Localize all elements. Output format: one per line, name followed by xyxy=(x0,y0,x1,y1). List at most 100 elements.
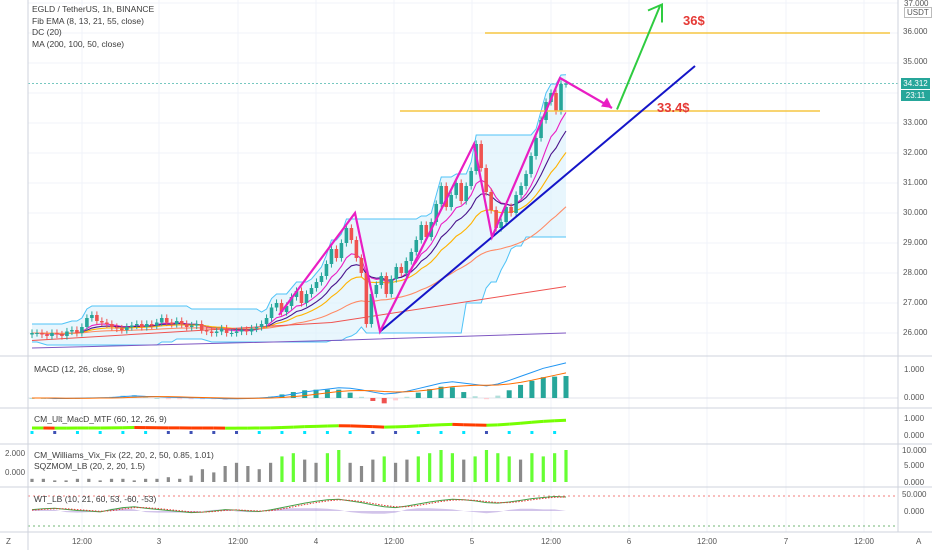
time-tick: 12:00 xyxy=(540,537,562,546)
candle xyxy=(374,285,379,294)
indicator-dc[interactable]: DC (20) xyxy=(32,27,62,37)
macd-histogram-bar xyxy=(199,398,205,400)
candle xyxy=(534,138,538,156)
sqzmom-pane-label[interactable]: SQZMOM_LB (20, 2, 20, 1.5) xyxy=(34,461,146,471)
price-tick: 27.000 xyxy=(903,298,928,307)
candle xyxy=(174,321,179,324)
candle xyxy=(494,210,498,228)
vix-bar xyxy=(268,462,273,482)
macd-histogram-bar xyxy=(438,386,444,398)
candle xyxy=(299,291,304,303)
ult-macd-bar xyxy=(484,431,488,434)
candle xyxy=(184,324,189,327)
macd-histogram-bar xyxy=(177,398,183,400)
candle xyxy=(55,333,59,335)
macd-histogram-bar xyxy=(563,376,569,398)
price-tick: 36.000 xyxy=(903,27,928,36)
candle xyxy=(120,328,124,330)
price-tick: 33.000 xyxy=(903,118,928,127)
ma-200-line xyxy=(31,332,567,349)
vix-bar xyxy=(462,459,466,482)
price-tick: 35.000 xyxy=(903,57,928,66)
candle xyxy=(439,186,444,204)
candle xyxy=(479,144,483,168)
vix-tick: 5.000 xyxy=(904,461,925,470)
candle xyxy=(294,291,299,297)
vix-bar xyxy=(564,450,568,482)
ult-macd-line xyxy=(497,422,510,427)
candle xyxy=(539,120,543,138)
vix-bar xyxy=(234,462,239,482)
zoom-z-button[interactable]: Z xyxy=(6,537,11,546)
time-tick: 12:00 xyxy=(227,537,249,546)
indicator-ma[interactable]: MA (200, 100, 50, close) xyxy=(32,38,125,49)
candle xyxy=(115,327,119,329)
donchian-fill xyxy=(32,74,566,345)
price-tick: 30.000 xyxy=(903,208,928,217)
candle xyxy=(454,183,459,195)
candle xyxy=(179,321,184,324)
candle xyxy=(459,183,463,201)
candle xyxy=(50,333,54,336)
macd-pane-label[interactable]: MACD (12, 26, close, 9) xyxy=(34,364,125,374)
candle xyxy=(339,243,344,258)
ult-tick: 0.000 xyxy=(904,431,925,440)
vix-bar xyxy=(121,478,125,482)
ult-macd-bar xyxy=(325,431,329,434)
vix-bar xyxy=(178,478,182,482)
candle xyxy=(509,207,513,213)
vix-bar xyxy=(325,453,330,482)
wt-pane-label[interactable]: WT_LB (10, 21, 60, 53, -60, -53) xyxy=(34,494,157,504)
ult-macd-bar xyxy=(166,431,170,434)
candle xyxy=(514,195,518,213)
candle xyxy=(70,330,74,332)
candle xyxy=(75,330,79,333)
ult-macd-pane-label[interactable]: CM_Ult_MacD_MTF (60, 12, 26, 9) xyxy=(34,414,167,424)
vix-bar xyxy=(484,450,489,482)
ult-macd-bar xyxy=(553,431,557,434)
vix-bar xyxy=(132,480,136,482)
indicator-fib-ema[interactable]: Fib EMA (8, 13, 21, 55, close) xyxy=(32,15,144,26)
candle xyxy=(95,315,99,321)
time-tick: 7 xyxy=(783,537,789,546)
candle xyxy=(254,327,259,329)
candle xyxy=(219,328,224,332)
vix-fix-pane-label[interactable]: CM_Williams_Vix_Fix (22, 20, 2, 50, 0.85… xyxy=(34,450,214,460)
ema-line-21 xyxy=(32,152,567,335)
candle xyxy=(229,333,234,334)
current-price-tag: 34.312 xyxy=(901,78,930,89)
candle xyxy=(65,331,69,336)
candle xyxy=(239,330,244,332)
candle xyxy=(30,333,34,335)
vix-bar xyxy=(337,450,341,482)
vix-bar xyxy=(189,475,193,482)
macd-histogram-bar xyxy=(324,389,330,398)
candle xyxy=(559,84,563,111)
candle xyxy=(564,83,568,85)
auto-scale-button[interactable]: A xyxy=(916,537,922,546)
candle xyxy=(269,307,274,318)
vix-bar xyxy=(530,453,534,482)
vix-bar xyxy=(155,478,159,482)
candle xyxy=(85,318,89,327)
candle xyxy=(154,322,159,326)
donchian-upper xyxy=(32,74,567,325)
macd-signal-line xyxy=(32,372,567,399)
candle xyxy=(314,282,319,288)
currency-label[interactable]: USDT xyxy=(904,7,932,18)
candle xyxy=(384,276,389,294)
price-tick: 28.000 xyxy=(903,268,928,277)
candle xyxy=(130,325,134,327)
candle xyxy=(224,328,229,333)
time-tick: 12:00 xyxy=(71,537,93,546)
projection-arrow xyxy=(616,5,661,110)
ult-macd-bar xyxy=(507,431,511,434)
candle xyxy=(354,240,359,258)
time-tick: 4 xyxy=(313,537,319,546)
ult-macd-line xyxy=(406,424,419,428)
candle xyxy=(469,171,473,186)
candle xyxy=(304,294,309,303)
candle xyxy=(289,297,294,306)
time-tick: 3 xyxy=(156,537,162,546)
